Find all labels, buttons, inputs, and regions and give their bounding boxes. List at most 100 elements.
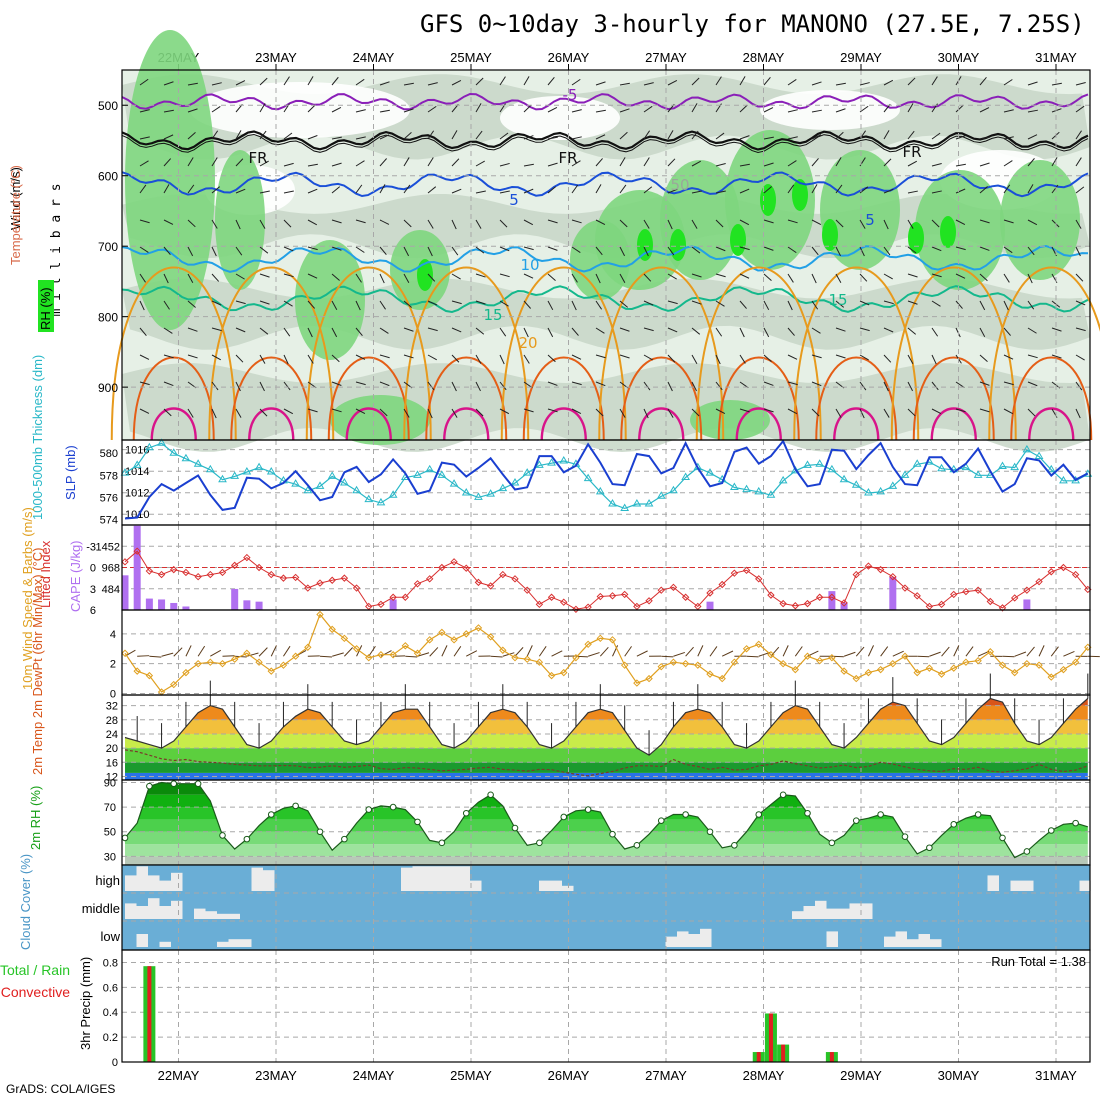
cloud-cover-bar [171, 900, 183, 919]
cape-tick-label: 484 [102, 584, 120, 596]
wind-speed-point [316, 610, 324, 619]
wind-speed-point [986, 648, 995, 656]
cloud-cover-bar [987, 875, 999, 891]
wind-barb [259, 77, 268, 86]
lifted-index-point [742, 566, 751, 575]
wind-barb [139, 273, 146, 283]
wind-barb [163, 300, 170, 310]
rh-saturated-cell [908, 222, 924, 254]
wind-barb [931, 300, 941, 307]
wind-speed-point [170, 680, 178, 689]
thickness-point [218, 474, 227, 483]
wind-barb [379, 300, 386, 310]
wind-barb [763, 162, 774, 167]
wind-barb [1027, 184, 1034, 194]
wind-barb [523, 327, 529, 338]
cape-bar [243, 600, 251, 610]
wind-barb [210, 649, 222, 657]
wind-barb [427, 300, 438, 306]
wind-barb [235, 80, 246, 86]
wind-barb [475, 408, 484, 417]
wind-speed-point [596, 634, 605, 643]
thickness-point [145, 442, 154, 451]
thickness-point [595, 486, 605, 495]
thickness-point [681, 472, 690, 481]
wind-barb [259, 190, 270, 194]
wind-barb [283, 381, 291, 391]
wind-barb [139, 381, 150, 386]
thickness-point [486, 489, 495, 497]
rh-point [219, 832, 226, 839]
date-label-bottom: 26MAY [548, 1068, 590, 1083]
wind-barb [931, 354, 937, 365]
wind-barb [427, 246, 433, 257]
wind-barb [379, 158, 387, 167]
thickness-point [827, 464, 837, 473]
wind-barb [907, 300, 918, 305]
wind-barb [763, 354, 772, 363]
wind-barb [259, 381, 265, 392]
wind-barb [1003, 273, 1010, 283]
lifted-index-point [669, 583, 678, 592]
wind-barb [880, 646, 889, 657]
rh-tick-label: 70 [104, 802, 116, 814]
lifted-index-point [657, 586, 665, 594]
cape-axis-label: CAPE (J/kg) [68, 540, 83, 612]
wind-barb [883, 246, 891, 256]
cloud-cover-bar [918, 934, 930, 947]
wind-barb [283, 219, 292, 228]
wind-barb [965, 646, 974, 657]
wind-barb [955, 273, 966, 279]
thickness-point [583, 473, 593, 482]
wind-barb [1003, 184, 1011, 194]
wind-barb [787, 219, 798, 224]
thickness-point [291, 479, 300, 487]
wind-barb [307, 300, 316, 309]
wind-barb [259, 130, 267, 140]
rh-point [511, 824, 519, 832]
date-label-top: 31MAY [1035, 50, 1077, 65]
wind-barb [331, 327, 338, 338]
wind-barb [811, 381, 822, 387]
wind-barb [571, 273, 578, 283]
wind-barb [835, 300, 845, 308]
wind-barb [667, 188, 678, 194]
thickness-point [1059, 475, 1068, 484]
cloud-cover-bar [895, 931, 907, 947]
lifted-index-point [279, 574, 288, 582]
cloud-cover-bar [849, 903, 861, 919]
wind-barb [859, 273, 868, 282]
wind-barb [283, 300, 293, 307]
wind-speed-point [328, 625, 336, 634]
temperature-band [125, 719, 1088, 734]
wind-barb [1051, 157, 1058, 167]
cloud-cover-bar [838, 908, 850, 919]
warm-isotherm-lobe [500, 266, 627, 441]
contour-label: 50 [670, 176, 689, 194]
wind-barb [787, 79, 797, 86]
wind-barb [211, 381, 219, 391]
wind-barb [235, 408, 242, 418]
cloud-cover-bar [240, 939, 252, 947]
wind-barb [187, 82, 198, 86]
wind-barb [883, 300, 894, 305]
wind-barb [403, 273, 410, 283]
wind-barb [451, 327, 462, 333]
cloud-cover-bar [401, 867, 413, 891]
wind-barb [163, 273, 169, 284]
thickness-point [230, 471, 240, 479]
contour-label: FR [902, 143, 921, 161]
wind-barb [235, 188, 246, 194]
lifted-index-point [401, 593, 410, 601]
contour-label: 15 [828, 291, 847, 309]
wind-speed-point [486, 633, 495, 641]
wind-barb [739, 104, 748, 113]
wind-barb [782, 645, 789, 657]
lifted-index-point [389, 593, 397, 601]
wind-barb [523, 300, 531, 309]
precip-grid [122, 950, 1090, 1063]
wind-barb [931, 408, 942, 414]
wind-barb [643, 186, 653, 194]
wind-barb [259, 246, 269, 254]
wind-barb [859, 82, 870, 86]
